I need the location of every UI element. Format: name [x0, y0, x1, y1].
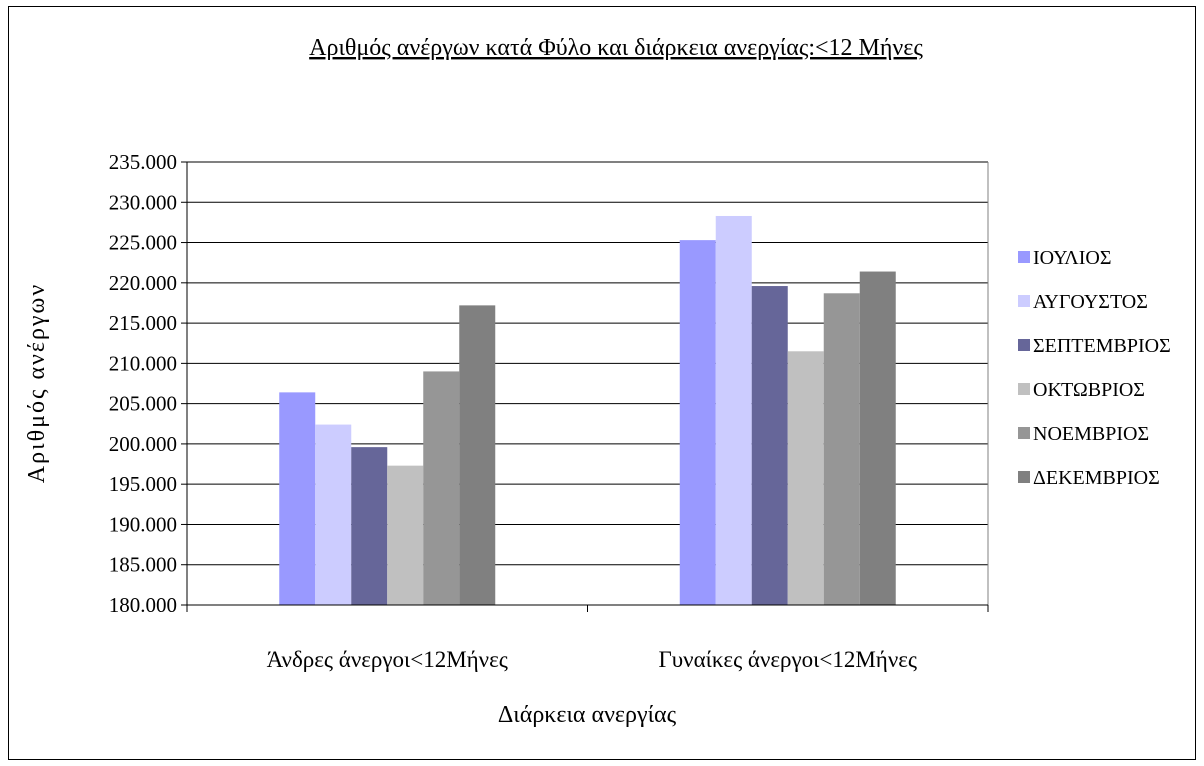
legend-swatch	[1018, 383, 1030, 395]
legend-label: ΣΕΠΤΕΜΒΡΙΟΣ	[1033, 335, 1171, 357]
bars	[279, 215, 896, 605]
legend-label: ΝΟΕΜΒΡΙΟΣ	[1033, 423, 1149, 445]
chart-title: Αριθμός ανέργων κατά Φύλο και διάρκεια α…	[309, 35, 923, 61]
bar-0-3	[387, 465, 424, 605]
y-axis-label: Αριθμός ανέργων	[24, 283, 50, 483]
bar-1-2	[751, 286, 788, 605]
axes	[181, 161, 989, 612]
bar-0-5	[459, 305, 496, 605]
bar-0-2	[351, 447, 388, 605]
bar-1-0	[679, 240, 716, 605]
y-tick-label: 185.000	[109, 553, 177, 577]
y-tick-label: 210.000	[109, 351, 177, 375]
bar-0-4	[423, 371, 460, 605]
legend-swatch	[1018, 339, 1030, 351]
x-axis-label: Διάρκεια ανεργίας	[498, 702, 677, 728]
y-tick-label: 235.000	[109, 150, 177, 174]
legend-swatch	[1018, 427, 1030, 439]
bar-1-4	[823, 293, 860, 605]
bar-1-3	[787, 351, 824, 605]
bar-0-1	[315, 424, 352, 605]
bar-0-0	[279, 392, 316, 605]
legend-label: ΔΕΚΕΜΒΡΙΟΣ	[1033, 467, 1160, 489]
x-category-label: Γυναίκες άνεργοι<12Μήνες	[659, 647, 917, 672]
y-tick-label: 200.000	[109, 432, 177, 456]
legend-swatch	[1018, 295, 1030, 307]
chart-frame	[8, 6, 1196, 760]
legend-label: ΑΥΓΟΥΣΤΟΣ	[1033, 291, 1148, 313]
legend-label: ΙΟΥΛΙΟΣ	[1033, 247, 1112, 269]
legend: ΙΟΥΛΙΟΣ ΑΥΓΟΥΣΤΟΣ ΣΕΠΤΕΜΒΡΙΟΣ ΟΚΤΩΒΡΙΟΣ ΝΟΕΜ…	[1018, 247, 1171, 489]
bar-1-1	[715, 215, 752, 605]
legend-swatch	[1018, 471, 1030, 483]
bar-1-5	[859, 271, 896, 605]
y-tick-label: 195.000	[109, 472, 177, 496]
y-tick-label: 180.000	[109, 593, 177, 617]
legend-label: ΟΚΤΩΒΡΙΟΣ	[1033, 379, 1145, 401]
y-tick-label: 230.000	[109, 190, 177, 214]
y-tick-label: 215.000	[109, 311, 177, 335]
y-tick-label: 220.000	[109, 271, 177, 295]
y-tick-label: 205.000	[109, 392, 177, 416]
x-category-label: Άνδρες άνεργοι<12Μήνες	[267, 647, 508, 672]
y-tick-label: 190.000	[109, 512, 177, 536]
x-category-labels: Άνδρες άνεργοι<12Μήνες Γυναίκες άνεργοι<1…	[267, 647, 917, 672]
y-tick-label: 225.000	[109, 231, 177, 255]
legend-swatch	[1018, 251, 1030, 263]
y-tick-labels: 180.000 185.000 190.000 195.000 200.000 205.0…	[109, 150, 177, 617]
